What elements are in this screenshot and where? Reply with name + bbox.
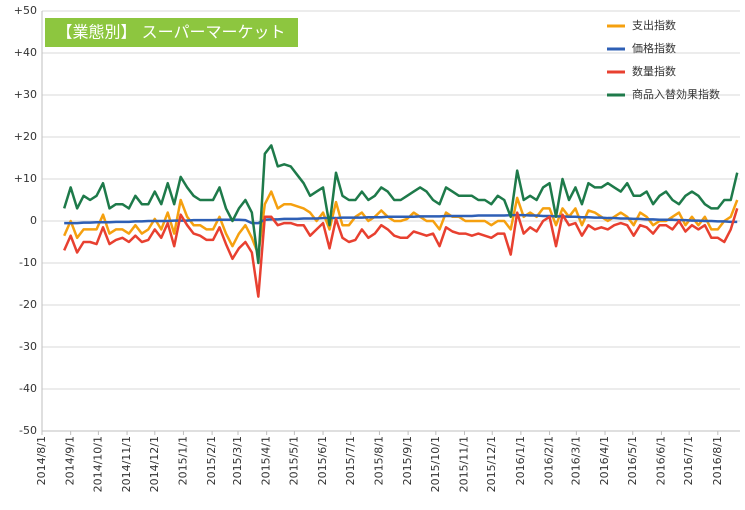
x-tick-label: 2014/10/1 [91,436,104,492]
x-tick-label: 2014/8/1 [35,436,48,485]
x-tick-label: 2015/7/1 [344,436,357,485]
series-line [64,213,738,225]
legend-label: 支出指数 [632,18,676,32]
x-tick-label: 2015/4/1 [260,436,273,485]
x-tick-label: 2016/5/1 [626,436,639,485]
x-tick-label: 2015/8/1 [372,436,385,485]
y-tick-label: -20 [19,298,37,311]
y-tick-label: +30 [14,88,37,101]
x-tick-label: 2014/9/1 [64,436,77,485]
y-tick-label: +40 [14,46,37,59]
x-tick-label: 2015/10/1 [429,436,442,492]
x-tick-label: 2015/6/1 [316,436,329,485]
y-tick-label: -10 [19,256,37,269]
x-tick-label: 2015/12/1 [485,436,498,492]
x-tick-label: 2015/1/1 [176,436,189,485]
x-tick-label: 2015/9/1 [401,436,414,485]
y-tick-label: -40 [19,382,37,395]
series-line [63,208,739,298]
x-tick-label: 2014/11/1 [120,436,133,492]
x-tick-label: 2016/6/1 [654,436,667,485]
y-tick-label: -50 [19,424,37,437]
legend-label: 価格指数 [632,41,676,55]
y-tick-label: -30 [19,340,37,353]
x-tick-label: 2016/1/1 [514,436,527,485]
y-tick-label: +10 [14,172,37,185]
legend-label: 商品入替効果指数 [632,87,720,101]
x-tick-label: 2015/2/1 [205,436,218,485]
y-tick-label: +20 [14,130,37,143]
y-tick-label: 0 [30,214,37,227]
y-tick-label: +50 [14,4,37,17]
x-tick-label: 2014/12/1 [148,436,161,492]
x-tick-label: 2015/3/1 [231,436,244,485]
x-tick-label: 2015/11/1 [457,436,470,492]
x-tick-label: 2016/4/1 [598,436,611,485]
x-tick-label: 2015/5/1 [287,436,300,485]
series-line [63,190,739,256]
x-tick-label: 2016/2/1 [543,436,556,485]
legend-label: 数量指数 [632,64,676,78]
series-line [62,144,739,265]
x-tick-label: 2016/7/1 [682,436,695,485]
title-box [45,18,298,47]
x-tick-label: 2016/3/1 [569,436,582,485]
x-tick-label: 2016/8/1 [711,436,724,485]
chart-title: 【業態別】 スーパーマーケット [57,23,286,42]
